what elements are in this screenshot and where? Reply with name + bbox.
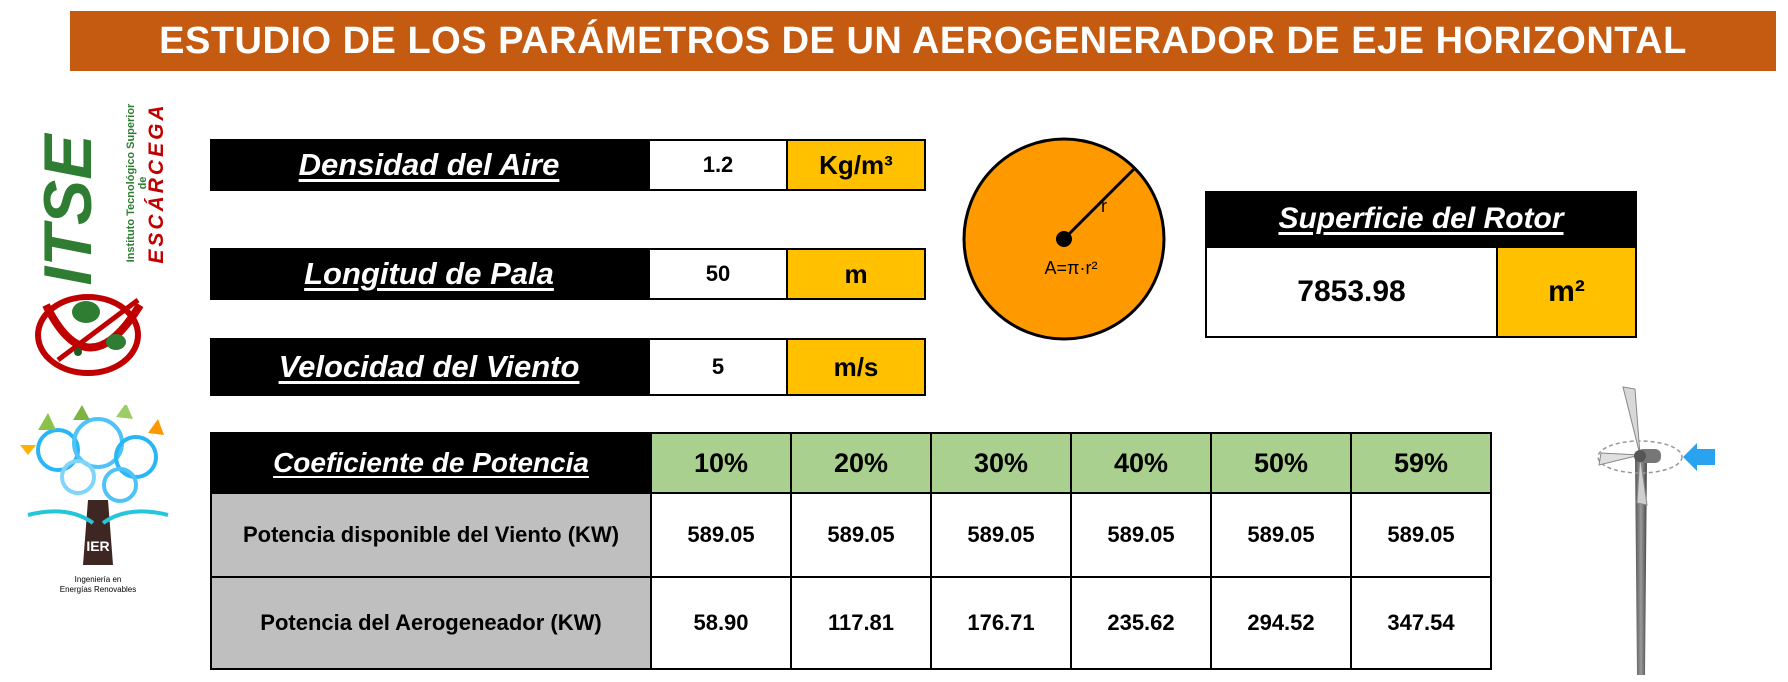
cell: 589.05 [1210, 492, 1352, 578]
coefficient-40: 40% [1070, 432, 1212, 494]
param-value-velocidad[interactable]: 5 [648, 338, 788, 396]
param-value-longitud[interactable]: 50 [648, 248, 788, 300]
itse-logo: ITSE Instituto Tecnológico Superior de E… [28, 90, 168, 380]
cell: 589.05 [790, 492, 932, 578]
ier-tree-graphic [20, 403, 169, 565]
param-label-velocidad: Velocidad del Viento [210, 338, 648, 396]
coefficient-20: 20% [790, 432, 932, 494]
param-unit-velocidad: m/s [786, 338, 926, 396]
cell: 589.05 [1350, 492, 1492, 578]
itse-city: ESCÁRCEGA [145, 102, 168, 264]
radius-label: r [1101, 196, 1107, 216]
cell: 589.05 [930, 492, 1072, 578]
param-unit-longitud: m [786, 248, 926, 300]
wind-turbine-illustration [1585, 385, 1725, 677]
rotor-circle-graphic [962, 137, 1166, 341]
ier-subtitle-2: Energías Renovables [59, 585, 137, 594]
rotor-surface-unit: m² [1496, 246, 1637, 338]
coefficient-10: 10% [650, 432, 792, 494]
cell: 589.05 [1070, 492, 1212, 578]
area-formula: A=π·r² [1044, 258, 1098, 278]
cell: 589.05 [650, 492, 792, 578]
param-label-densidad: Densidad del Aire [210, 139, 648, 191]
ier-subtitle-1: Ingeniería en [74, 575, 122, 584]
wind-turbine-icon [1597, 386, 1715, 675]
ier-acronym: IER [86, 538, 110, 554]
power-table: Coeficiente de Potencia 10% 20% 30% 40% … [210, 432, 1492, 670]
cell: 117.81 [790, 576, 932, 670]
cell: 235.62 [1070, 576, 1212, 670]
cell: 58.90 [650, 576, 792, 670]
rotor-surface-value: 7853.98 [1205, 246, 1498, 338]
row-label-disponible: Potencia disponible del Viento (KW) [210, 492, 652, 578]
coefficient-header: Coeficiente de Potencia [210, 432, 652, 494]
cell: 347.54 [1350, 576, 1492, 670]
ier-logo: IER Ingeniería en Energías Renovables [18, 403, 178, 605]
itse-acronym: ITSE [30, 134, 106, 286]
row-label-aerogenerador: Potencia del Aerogeneador (KW) [210, 576, 652, 670]
rotor-area-diagram: r A=π·r² [958, 136, 1170, 342]
cell: 176.71 [930, 576, 1072, 670]
itse-subtitle: Instituto Tecnológico Superior de [125, 103, 149, 263]
rotor-surface-label: Superficie del Rotor [1205, 191, 1637, 247]
table-row: Potencia del Aerogeneador (KW) 58.90 117… [210, 576, 1492, 670]
param-unit-densidad: Kg/m³ [786, 139, 926, 191]
page-title: ESTUDIO DE LOS PARÁMETROS DE UN AEROGENE… [70, 11, 1776, 71]
table-row: Potencia disponible del Viento (KW) 589.… [210, 492, 1492, 578]
param-value-densidad[interactable]: 1.2 [648, 139, 788, 191]
param-label-longitud: Longitud de Pala [210, 248, 648, 300]
cell: 294.52 [1210, 576, 1352, 670]
coefficient-59: 59% [1350, 432, 1492, 494]
table-header-row: Coeficiente de Potencia 10% 20% 30% 40% … [210, 432, 1492, 494]
coefficient-30: 30% [930, 432, 1072, 494]
itse-logo-graphic [35, 294, 144, 376]
coefficient-50: 50% [1210, 432, 1352, 494]
